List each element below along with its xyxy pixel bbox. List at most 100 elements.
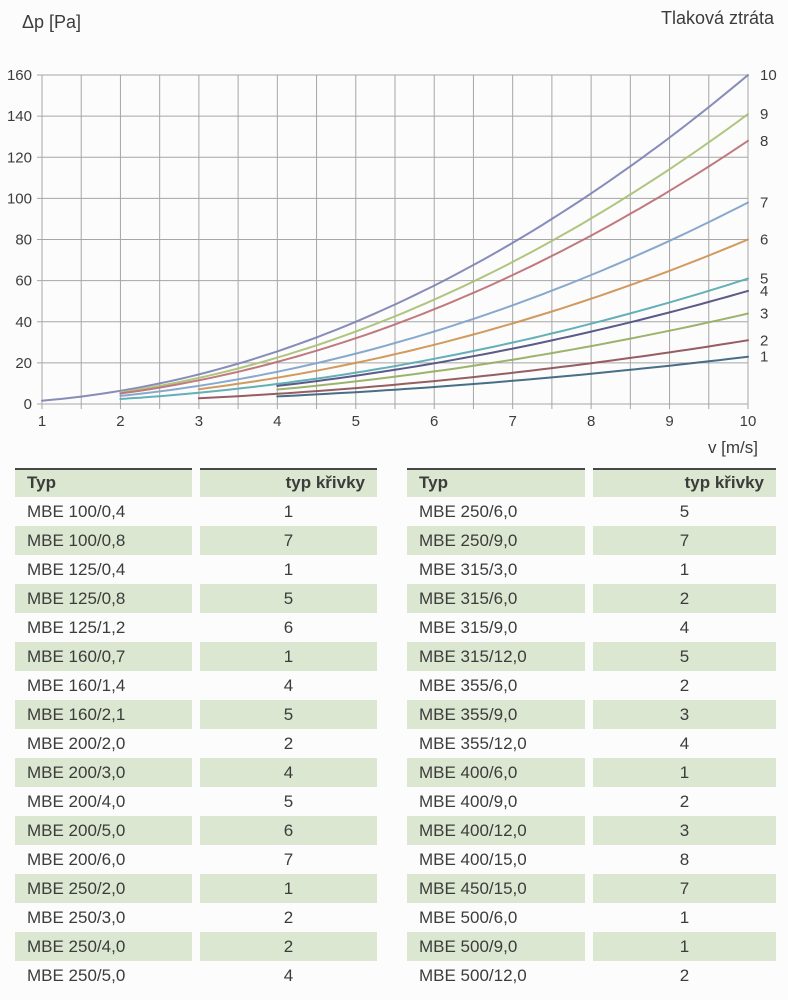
curve-number-cell: 2 xyxy=(679,676,690,695)
curve-number-cell: 2 xyxy=(283,908,294,927)
column-gap xyxy=(585,526,593,555)
table-row: MBE 355/9,0 3 xyxy=(407,700,776,729)
column-gap xyxy=(585,845,593,874)
y-tick-label: 100 xyxy=(7,190,32,207)
curve-3 xyxy=(276,312,749,391)
x-tick-label: 10 xyxy=(740,413,757,430)
curve-number-cell: 8 xyxy=(679,850,690,869)
curve-1 xyxy=(276,355,749,398)
curve-number-cell: 3 xyxy=(593,700,776,729)
curve-type-table-left: Typ typ křivky MBE 100/0,4 1 MBE 100/0,8 7 M… xyxy=(15,468,377,990)
curve-8 xyxy=(119,139,749,395)
table-row: MBE 160/0,7 1 xyxy=(15,642,377,671)
table-row: MBE 250/4,0 2 xyxy=(15,932,377,961)
typ-cell: MBE 160/0,7 xyxy=(15,642,192,671)
curve-number-cell: 1 xyxy=(283,560,294,579)
table-row: MBE 400/6,0 1 xyxy=(407,758,776,787)
curve-6 xyxy=(197,238,749,391)
curve-label-4: 4 xyxy=(760,283,768,300)
column-gap xyxy=(585,468,593,497)
table-row: MBE 450/15,0 7 xyxy=(407,874,776,903)
typ-cell: MBE 250/6,0 xyxy=(419,502,518,521)
curve-label-9: 9 xyxy=(760,106,768,123)
table-row: MBE 250/2,0 1 xyxy=(15,874,377,903)
typ-cell: MBE 315/12,0 xyxy=(407,642,585,671)
curve-number-cell: 1 xyxy=(593,932,776,961)
table-row: MBE 400/15,0 8 xyxy=(407,845,776,874)
pressure-loss-chart: Δp [Pa] Tlaková ztráta 0 20 40 60 80 100 120 14… xyxy=(0,0,788,464)
typ-cell: MBE 250/2,0 xyxy=(15,874,192,903)
curve-label-8: 8 xyxy=(760,133,768,150)
x-axis-title: v [m/s] xyxy=(707,438,758,457)
y-tick-label: 20 xyxy=(15,355,32,372)
curve-number-cell: 2 xyxy=(283,734,294,753)
typ-cell: MBE 200/5,0 xyxy=(15,816,192,845)
table-body: MBE 250/6,0 5 MBE 250/9,0 7 MBE 315/3,0 1 MBE … xyxy=(407,497,776,990)
y-tick-label: 60 xyxy=(15,273,32,290)
x-tick-label: 1 xyxy=(38,413,46,430)
curve-number-cell: 1 xyxy=(200,642,377,671)
curve-number-cell: 2 xyxy=(200,932,377,961)
column-header-curve-type: typ křivky xyxy=(200,468,377,497)
typ-cell: MBE 400/15,0 xyxy=(419,850,527,869)
typ-cell: MBE 500/9,0 xyxy=(407,932,585,961)
typ-cell: MBE 160/2,1 xyxy=(15,700,192,729)
typ-cell: MBE 400/12,0 xyxy=(407,816,585,845)
curve-7 xyxy=(119,201,749,397)
typ-cell: MBE 100/0,8 xyxy=(15,526,192,555)
curve-number-cell: 2 xyxy=(593,584,776,613)
curve-5 xyxy=(119,277,749,400)
column-gap xyxy=(585,671,593,700)
table-row: MBE 100/0,4 1 xyxy=(15,497,377,526)
table-row: MBE 200/2,0 2 xyxy=(15,729,377,758)
typ-cell: MBE 125/1,2 xyxy=(27,618,126,637)
table-row: MBE 200/6,0 7 xyxy=(15,845,377,874)
x-tick-label: 2 xyxy=(116,413,124,430)
curve-number-cell: 7 xyxy=(593,874,776,903)
column-header-typ: Typ xyxy=(15,468,192,497)
table-header-row: Typ typ křivky xyxy=(407,468,776,497)
x-tick-label: 3 xyxy=(195,413,203,430)
curve-label-2: 2 xyxy=(760,332,768,349)
curve-type-tables: Typ typ křivky MBE 100/0,4 1 MBE 100/0,8 7 M… xyxy=(15,468,776,990)
column-header-typ: Typ xyxy=(407,468,585,497)
curve-label-5: 5 xyxy=(760,271,768,288)
column-gap xyxy=(585,787,593,816)
curve-number-cell: 4 xyxy=(283,966,294,985)
curve-number-cell: 5 xyxy=(283,792,294,811)
typ-cell: MBE 160/1,4 xyxy=(27,676,126,695)
typ-cell: MBE 250/5,0 xyxy=(27,966,126,985)
typ-cell: MBE 355/9,0 xyxy=(407,700,585,729)
curve-number-cell: 1 xyxy=(200,874,377,903)
curve-label-10: 10 xyxy=(760,67,777,84)
curve-label-3: 3 xyxy=(760,306,768,323)
typ-cell: MBE 250/4,0 xyxy=(15,932,192,961)
x-tick-label: 6 xyxy=(430,413,438,430)
table-row: MBE 250/6,0 5 xyxy=(407,497,776,526)
table-row: MBE 315/12,0 5 xyxy=(407,642,776,671)
column-gap xyxy=(192,845,200,874)
table-header-row: Typ typ křivky xyxy=(15,468,377,497)
column-gap xyxy=(192,729,200,758)
y-tick-label: 40 xyxy=(15,314,32,331)
y-tick-label: 0 xyxy=(24,396,32,413)
y-tick-label: 120 xyxy=(7,149,32,166)
column-gap xyxy=(192,816,200,845)
column-gap xyxy=(585,874,593,903)
column-gap xyxy=(585,758,593,787)
column-gap xyxy=(585,816,593,845)
curve-number-cell: 7 xyxy=(593,526,776,555)
table-row: MBE 200/5,0 6 xyxy=(15,816,377,845)
curve-number-cell: 1 xyxy=(679,908,690,927)
curve-number-cell: 5 xyxy=(593,642,776,671)
curve-number-cell: 4 xyxy=(283,676,294,695)
typ-cell: MBE 315/9,0 xyxy=(419,618,518,637)
table-row: MBE 315/6,0 2 xyxy=(407,584,776,613)
curve-number-cell: 4 xyxy=(679,734,690,753)
y-tick-label: 160 xyxy=(7,67,32,84)
curve-number-cell: 3 xyxy=(593,816,776,845)
x-tick-label: 4 xyxy=(273,413,281,430)
column-gap xyxy=(192,584,200,613)
